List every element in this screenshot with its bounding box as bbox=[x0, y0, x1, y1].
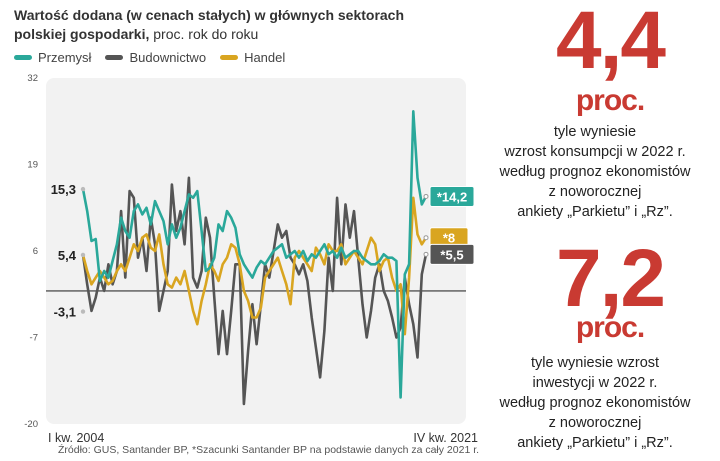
start-marker bbox=[80, 186, 86, 192]
plot-background bbox=[46, 78, 466, 424]
x-start-label: I kw. 2004 bbox=[48, 431, 104, 445]
estimate-box bbox=[429, 243, 475, 265]
y-tick-label: 32 bbox=[27, 73, 38, 84]
y-tick-label: -7 bbox=[30, 333, 38, 344]
stat1-value: 4,4 bbox=[556, 0, 666, 86]
series-line-handel bbox=[81, 196, 428, 336]
series-line-przemysł bbox=[81, 109, 428, 399]
source-note: Źródło: GUS, Santander BP, *Szacunki San… bbox=[58, 444, 480, 456]
stat2-text-line: z noworocznej bbox=[548, 415, 642, 431]
chart-title-bold: Wartość dodana (w cenach stałych) w głów… bbox=[14, 7, 405, 42]
legend-item-handel: Handel bbox=[220, 50, 285, 65]
legend-swatch-handel bbox=[220, 55, 239, 60]
stat1-text-line: wzrost konsumpcji w 2022 r. bbox=[504, 144, 686, 160]
stat1-text-line: tyle wyniesie bbox=[553, 124, 637, 140]
stat2-unit: proc. bbox=[575, 311, 645, 344]
chart-legend: Przemysł Budownictwo Handel bbox=[14, 50, 285, 65]
estimate-marker bbox=[423, 251, 429, 257]
stat1-text-line: według prognoz ekonomistów bbox=[499, 164, 691, 180]
stat1-unit: proc. bbox=[575, 84, 645, 117]
stat2-value: 7,2 bbox=[556, 233, 666, 324]
estimate-box bbox=[429, 185, 475, 207]
legend-swatch-budownictwo bbox=[105, 55, 124, 60]
y-tick-label: -20 bbox=[24, 419, 38, 430]
start-value-label: 5,4 bbox=[58, 248, 77, 263]
x-end-label: IV kw. 2021 bbox=[413, 431, 478, 445]
estimate-label: *14,2 bbox=[437, 189, 467, 204]
start-value-label: -3,1 bbox=[54, 305, 76, 320]
stat1-text-line: z noworocznej bbox=[548, 184, 642, 200]
start-marker bbox=[80, 309, 86, 314]
stat1-text-line: ankiety „Parkietu” i „Rz”. bbox=[517, 204, 673, 220]
estimate-label: *8 bbox=[443, 231, 455, 246]
legend-item-budownictwo: Budownictwo bbox=[105, 50, 206, 65]
stat1-description: tyle wyniesie wzrost konsumpcji w 2022 r.… bbox=[470, 122, 720, 222]
chart-title: Wartość dodana (w cenach stałych) w głów… bbox=[14, 6, 434, 44]
estimate-badge-handel: *8 bbox=[423, 227, 469, 249]
estimate-badge-przemysł: *14,2 bbox=[423, 185, 475, 207]
legend-swatch-przemysl bbox=[14, 55, 32, 60]
stat2-text-line: inwestycji w 2022 r. bbox=[532, 375, 658, 391]
estimate-marker bbox=[423, 235, 429, 241]
stat2-text-line: według prognoz ekonomistów bbox=[499, 395, 691, 411]
start-marker bbox=[80, 252, 86, 258]
y-tick-label: 6 bbox=[33, 246, 38, 257]
start-value-label: 15,3 bbox=[51, 182, 76, 197]
estimate-label: *5,5 bbox=[440, 247, 463, 262]
y-tick-label: 19 bbox=[27, 160, 38, 171]
estimate-marker bbox=[423, 193, 429, 199]
stat2-text-line: tyle wyniesie wzrost bbox=[530, 355, 660, 371]
legend-label-przemysl: Przemysł bbox=[38, 50, 92, 65]
chart-title-unit: proc. rok do roku bbox=[149, 26, 259, 42]
estimate-badge-budownictwo: *5,5 bbox=[423, 243, 475, 265]
legend-label-handel: Handel bbox=[244, 50, 286, 65]
stat2-text-line: ankiety „Parkietu” i „Rz”. bbox=[517, 435, 673, 451]
legend-item-przemysl: Przemysł bbox=[14, 50, 91, 65]
stat2-description: tyle wyniesie wzrost inwestycji w 2022 r.… bbox=[470, 353, 720, 453]
legend-label-budownictwo: Budownictwo bbox=[129, 50, 207, 65]
line-chart: 32 19 6 -7 -20 15,3 5,4 -3,1 *14,2 *8*5,5 I kw. 20… bbox=[24, 73, 478, 445]
